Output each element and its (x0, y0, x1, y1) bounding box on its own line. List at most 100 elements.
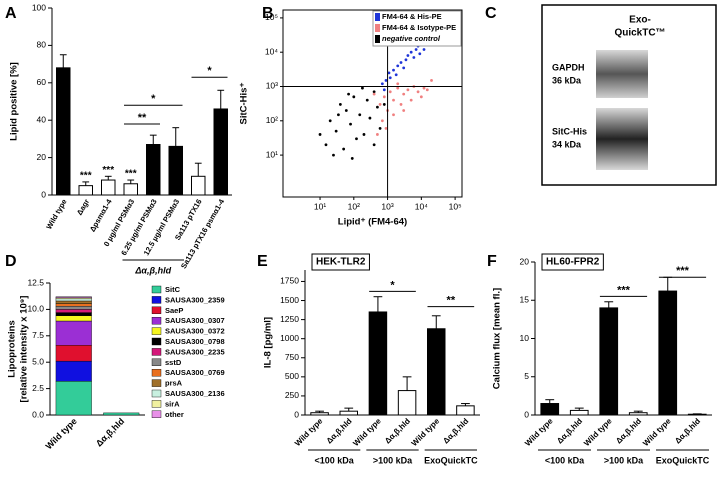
significance: *** (102, 165, 114, 176)
bar-segment (55, 315, 92, 322)
group-label: >100 kDa (373, 455, 413, 465)
significance: *** (617, 284, 631, 296)
legend-swatch (151, 358, 162, 366)
point (430, 79, 433, 82)
x-tick-label: Δα,β,hld (673, 416, 702, 445)
y-tick-label: 0 (524, 409, 529, 419)
point (422, 86, 426, 90)
point (378, 103, 382, 106)
legend-swatch (375, 35, 380, 43)
significance: ** (447, 295, 456, 307)
point (419, 95, 423, 99)
band-size: 36 kDa (552, 75, 582, 85)
point (412, 56, 416, 59)
x-tick-label: Wild type (582, 416, 614, 448)
bar (191, 175, 206, 196)
significance: ** (138, 112, 147, 124)
point (380, 119, 384, 123)
legend-label: SAUSA300_2235 (165, 347, 225, 356)
legend-label: FM4-64 & Isotype-PE (382, 23, 456, 32)
plot-frame (282, 9, 463, 198)
y-tick-label: 250 (285, 390, 299, 400)
bar (213, 108, 228, 196)
y-tick-label: 1250 (280, 314, 299, 324)
point (382, 103, 386, 106)
legend-swatch (375, 13, 380, 21)
x-tick-label: Δα,β,hld (94, 416, 127, 449)
x-tick-label: Wild type (44, 197, 68, 230)
point (392, 98, 395, 102)
significance: * (151, 93, 156, 105)
band-name: SitC-His (552, 126, 587, 136)
y-tick-label: 7.5 (32, 330, 44, 340)
bar (146, 144, 161, 196)
panel-label: F (487, 253, 497, 270)
group-label: ExoQuickTC (656, 455, 710, 465)
x-tick-label: Δα,β,hld (325, 416, 354, 445)
point (402, 92, 406, 96)
bar-segment (55, 300, 92, 304)
band-name: GAPDH (552, 62, 585, 72)
blot-header: Exo- (629, 15, 651, 26)
point (414, 48, 418, 51)
bar (569, 409, 589, 416)
legend-label: prsA (165, 379, 183, 388)
x-tick-label: Δα,β,hld (441, 416, 470, 445)
x-tick-label: Wild type (641, 416, 673, 448)
legend-swatch (151, 337, 162, 346)
x-tick-label: 10³ (381, 201, 393, 211)
point (376, 105, 379, 109)
y-tick-label: 10⁴ (265, 46, 278, 56)
bar-segment (55, 360, 92, 382)
point (416, 90, 420, 94)
legend-label: SAUSA300_2136 (165, 389, 225, 398)
point (355, 137, 358, 141)
y-tick-label: 10 (520, 333, 530, 343)
legend-label: sstD (165, 358, 182, 367)
bar (427, 328, 446, 416)
panel-label: B (262, 5, 274, 22)
bar (687, 413, 707, 416)
bar-segment (103, 412, 140, 416)
title-box (311, 253, 370, 271)
legend-label: SAUSA300_0372 (165, 327, 225, 336)
x-tick-label: Wild type (523, 416, 555, 448)
y-tick-label: 1500 (280, 295, 299, 305)
legend-label: other (165, 410, 184, 419)
legend-swatch (151, 285, 162, 294)
panel-label: C (485, 5, 497, 22)
legend-swatch (151, 379, 162, 387)
point (422, 48, 426, 51)
group-label: >100 kDa (604, 455, 644, 465)
bar (101, 179, 116, 196)
significance: *** (676, 265, 690, 277)
point (418, 52, 422, 56)
point (328, 119, 332, 123)
point (387, 71, 391, 75)
y-axis-label: Calcium flux [mean fl.] (492, 288, 503, 389)
point (402, 109, 406, 112)
y-tick-label: 500 (285, 371, 299, 381)
bar (540, 403, 560, 416)
group-label: ExoQuickTC (424, 455, 478, 465)
point (392, 68, 395, 72)
bar-segment (55, 312, 92, 316)
point (384, 127, 388, 130)
point (382, 95, 386, 99)
point (378, 127, 382, 130)
legend-label: SAUSA300_0307 (165, 316, 225, 325)
point (425, 88, 429, 92)
y-axis-label: SitC-His⁺ (239, 83, 250, 125)
point (372, 92, 376, 96)
point (396, 86, 400, 90)
point (332, 153, 335, 157)
bar-segment (55, 309, 92, 313)
bar (310, 412, 329, 416)
x-axis-label: Lipid⁺ (FM4-64) (338, 217, 407, 228)
x-tick-label: 10⁵ (449, 201, 462, 211)
panel-label: E (257, 253, 268, 270)
point (324, 143, 328, 147)
y-tick-label: 80 (37, 40, 47, 50)
legend-swatch (375, 24, 380, 32)
